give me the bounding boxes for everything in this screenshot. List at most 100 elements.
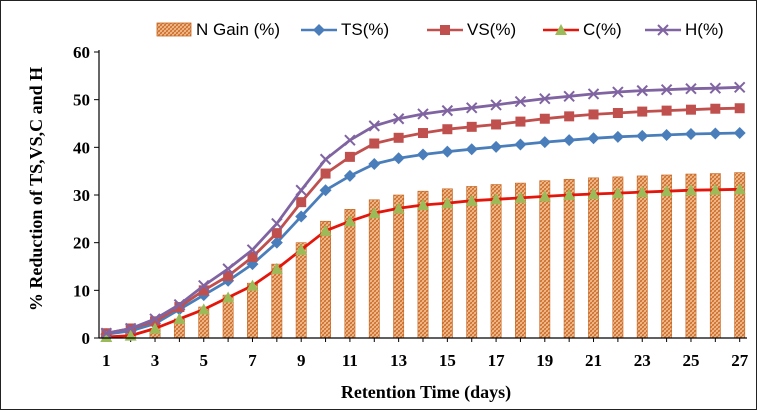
point-vs [612,108,623,119]
point-ts [636,129,649,142]
point-c [197,303,210,315]
bar-n-gain [709,173,721,339]
bar-n-gain [466,186,478,339]
point-h [149,313,161,325]
point-vs [564,111,575,122]
bar-n-gain [247,282,258,339]
point-vs [418,128,428,139]
point-h [124,322,137,335]
legend-swatch-n-gain [156,22,192,37]
point-ts [733,127,746,140]
point-vs [344,151,355,162]
y-tick-label: 30 [73,186,90,205]
point-h [733,81,746,93]
y-axis-title: % Reduction of TS,VS,C and H [26,67,46,311]
legend-marker-h [657,24,669,36]
point-vs [734,103,745,114]
x-tick-label: 25 [682,351,699,370]
point-h [441,104,454,117]
point-ts [611,130,624,143]
x-tick-label: 19 [536,351,553,370]
legend-marker-ts [313,24,325,36]
x-tick-label: 9 [297,351,306,370]
point-h [685,82,697,95]
legend: N Gain (%) TS(%) VS(%) C(%) H(%) [156,20,724,39]
bar-n-gain [441,188,453,339]
point-c [660,185,673,197]
legend-label-n-gain: N Gain (%) [196,20,280,39]
x-tick-label: 3 [151,351,160,370]
legend-item-c: C(%) [543,20,622,39]
bar-n-gain [271,263,283,339]
point-vs [296,197,307,208]
y-tick-label: 40 [73,138,90,157]
point-vs [637,106,648,117]
bar-n-gain [661,174,673,339]
bar-n-gain [368,199,380,339]
x-tick-label: 5 [200,351,209,370]
point-h [246,244,259,256]
bar-n-gain [515,182,526,339]
legend-label-ts: TS(%) [341,20,389,39]
point-h [319,153,332,165]
point-h [563,90,575,103]
point-vs [174,302,185,313]
x-tick-label: 17 [488,351,506,370]
point-c [392,202,405,214]
point-c [149,322,162,334]
x-tick-label: 23 [634,351,651,370]
point-vs [685,104,696,115]
point-c [222,291,235,303]
point-ts [295,210,308,223]
x-axis-title: Retention Time (days) [341,382,511,403]
point-c [538,190,551,202]
point-h [295,184,307,196]
x-tick-label: 1 [102,351,111,370]
point-ts [343,169,356,182]
x-tick-label: 27 [731,351,749,370]
bar-n-gain [320,220,331,339]
point-ts [587,132,600,145]
point-vs [539,113,550,124]
point-ts [684,127,697,140]
point-c [173,312,186,324]
point-c [319,224,332,236]
bar-n-gain [685,173,697,339]
point-c [295,243,308,255]
point-h [222,263,234,275]
legend-marker-c [555,24,567,35]
point-h [417,108,429,120]
y-tick-label: 0 [82,329,91,348]
point-h [392,113,405,125]
point-h [490,99,502,111]
point-c [636,186,649,198]
point-h [660,83,673,96]
point-c [733,183,746,195]
point-h [198,279,210,292]
legend-item-ts: TS(%) [301,20,389,39]
point-vs [515,116,526,127]
point-ts [392,152,405,165]
point-c [563,189,576,200]
point-ts [538,136,551,149]
point-ts [417,148,429,161]
point-ts [270,236,283,249]
bar-n-gain [344,209,356,339]
point-vs [466,121,477,132]
point-h [709,82,722,94]
point-h [587,88,600,100]
point-c [343,215,356,227]
point-vs [393,132,404,143]
point-c [465,194,478,206]
point-vs [661,105,672,116]
legend-label-vs: VS(%) [467,20,516,39]
point-c [587,188,600,200]
legend-marker-vs [440,25,450,35]
bar-n-gain [295,242,307,339]
point-c [100,331,113,343]
bar-n-gain [417,190,429,339]
point-ts [465,143,478,156]
